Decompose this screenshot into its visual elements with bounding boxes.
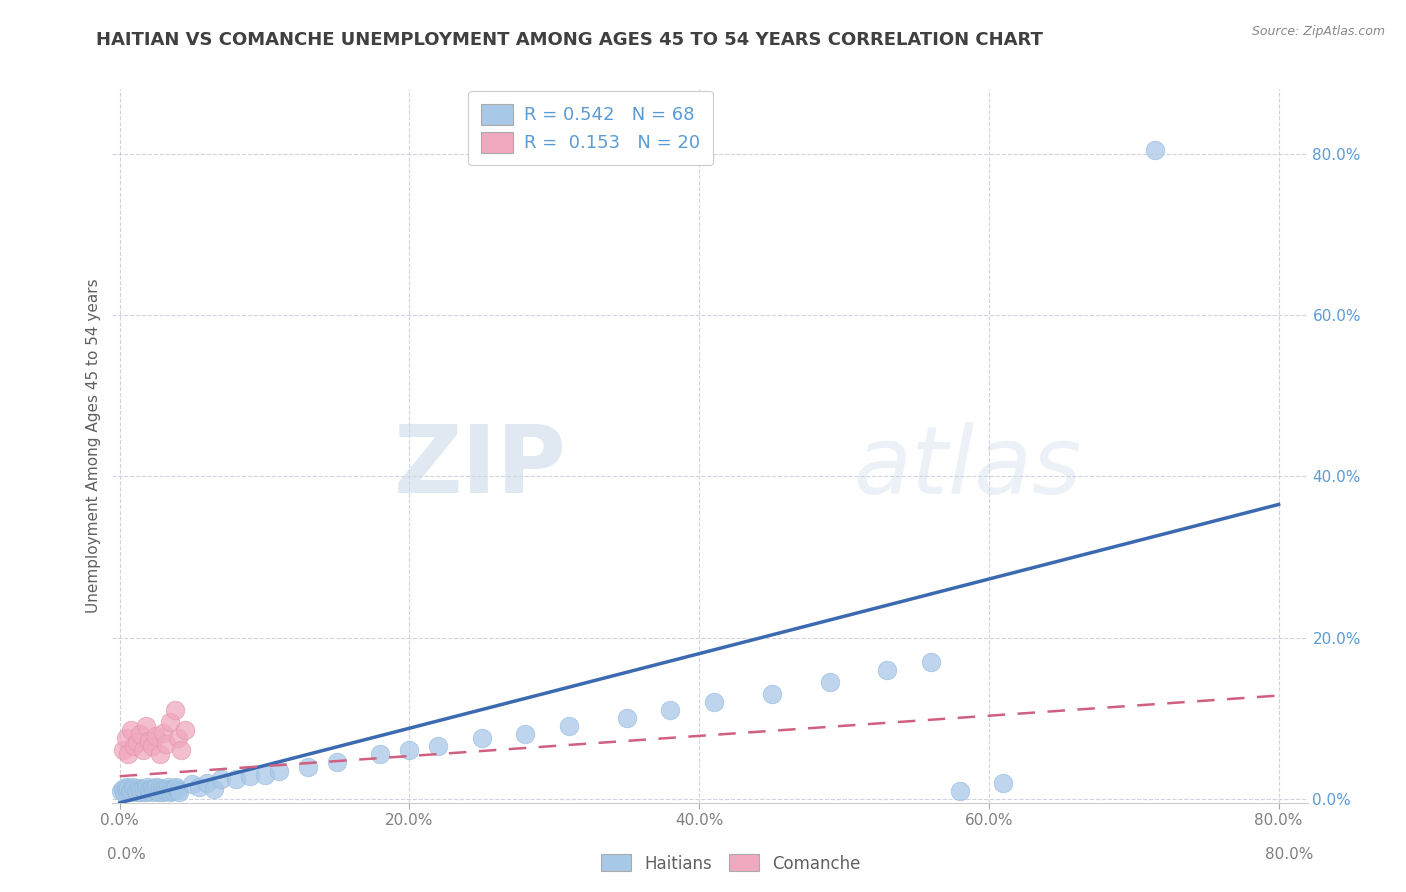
Point	[111, 782, 134, 797]
Point	[267, 764, 290, 778]
Point	[117, 747, 139, 762]
Point	[152, 784, 174, 798]
Text: 80.0%: 80.0%	[1265, 847, 1313, 862]
Point	[129, 727, 152, 741]
Legend: Haitians, Comanche: Haitians, Comanche	[595, 847, 868, 880]
Point	[155, 783, 177, 797]
Point	[132, 782, 155, 797]
Text: HAITIAN VS COMANCHE UNEMPLOYMENT AMONG AGES 45 TO 54 YEARS CORRELATION CHART: HAITIAN VS COMANCHE UNEMPLOYMENT AMONG A…	[96, 31, 1042, 49]
Point	[659, 703, 682, 717]
Point	[136, 780, 159, 795]
Point	[152, 725, 174, 739]
Point	[188, 780, 211, 794]
Point	[370, 747, 392, 762]
Text: Source: ZipAtlas.com: Source: ZipAtlas.com	[1251, 25, 1385, 38]
Point	[515, 727, 537, 741]
Point	[169, 743, 191, 757]
Point	[111, 743, 134, 757]
Point	[181, 777, 204, 791]
Point	[195, 775, 218, 789]
Point	[876, 663, 898, 677]
Y-axis label: Unemployment Among Ages 45 to 54 years: Unemployment Among Ages 45 to 54 years	[86, 278, 101, 614]
Point	[818, 674, 841, 689]
Point	[131, 784, 153, 798]
Legend: R = 0.542   N = 68, R =  0.153   N = 20: R = 0.542 N = 68, R = 0.153 N = 20	[468, 91, 713, 165]
Point	[761, 687, 783, 701]
Point	[127, 735, 149, 749]
Point	[132, 743, 155, 757]
Point	[141, 781, 163, 796]
Point	[159, 715, 181, 730]
Point	[202, 782, 225, 797]
Point	[138, 733, 160, 747]
Point	[993, 775, 1015, 789]
Point	[114, 780, 136, 794]
Point	[1144, 143, 1167, 157]
Point	[129, 783, 152, 797]
Point	[134, 783, 156, 797]
Point	[141, 739, 163, 754]
Point	[127, 785, 149, 799]
Point	[558, 719, 581, 733]
Point	[124, 783, 146, 797]
Point	[949, 783, 972, 797]
Point	[162, 783, 184, 797]
Point	[121, 780, 143, 795]
Point	[142, 784, 165, 798]
Point	[135, 719, 157, 733]
Point	[209, 772, 232, 786]
Point	[167, 784, 190, 798]
Point	[398, 743, 420, 757]
Text: ZIP: ZIP	[394, 421, 567, 514]
Point	[297, 759, 319, 773]
Point	[112, 785, 135, 799]
Point	[117, 781, 139, 796]
Point	[703, 695, 725, 709]
Point	[163, 703, 186, 717]
Point	[166, 783, 188, 797]
Point	[160, 782, 183, 797]
Point	[120, 783, 142, 797]
Text: 0.0%: 0.0%	[107, 847, 145, 862]
Point	[146, 783, 169, 797]
Point	[159, 784, 181, 798]
Point	[165, 780, 187, 794]
Point	[145, 729, 167, 743]
Point	[114, 731, 136, 746]
Point	[920, 655, 942, 669]
Point	[157, 783, 180, 797]
Point	[135, 785, 157, 799]
Point	[148, 785, 170, 799]
Point	[153, 782, 176, 797]
Point	[616, 711, 638, 725]
Point	[149, 781, 172, 796]
Point	[174, 723, 197, 738]
Point	[471, 731, 494, 746]
Point	[166, 731, 188, 746]
Point	[145, 780, 167, 794]
Text: atlas: atlas	[853, 422, 1081, 513]
Point	[115, 783, 138, 797]
Point	[150, 783, 173, 797]
Point	[138, 783, 160, 797]
Point	[128, 781, 150, 796]
Point	[120, 723, 142, 738]
Point	[163, 781, 186, 796]
Point	[253, 767, 276, 781]
Point	[156, 780, 179, 795]
Point	[139, 783, 162, 797]
Point	[118, 784, 141, 798]
Point	[143, 782, 166, 797]
Point	[427, 739, 450, 754]
Point	[122, 782, 145, 797]
Point	[225, 772, 247, 786]
Point	[149, 747, 172, 762]
Point	[155, 737, 177, 751]
Point	[122, 739, 145, 754]
Point	[326, 756, 349, 770]
Point	[239, 769, 262, 783]
Point	[110, 783, 132, 797]
